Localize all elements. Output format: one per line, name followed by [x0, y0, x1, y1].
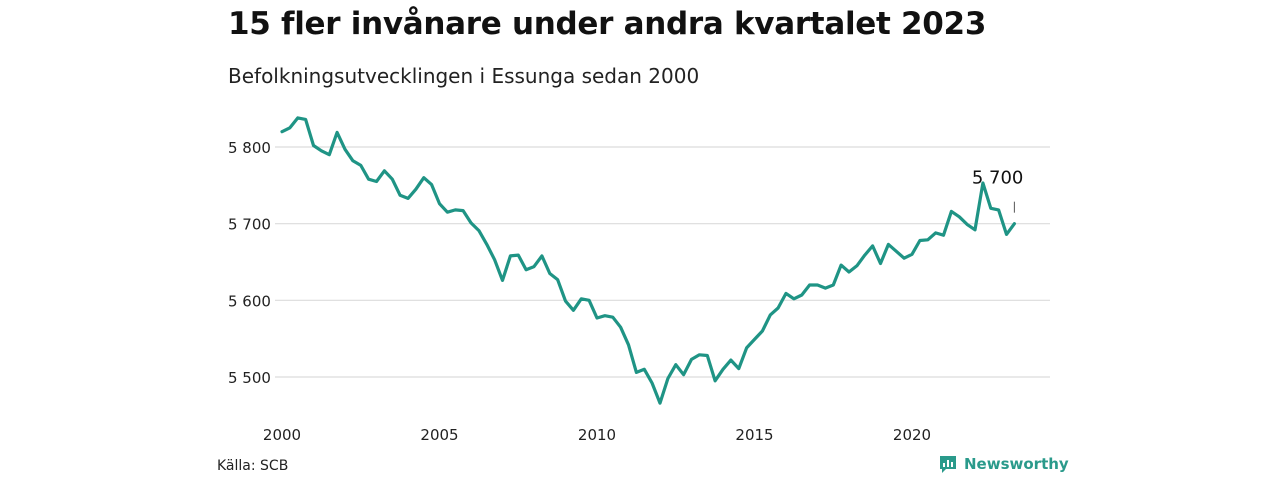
brand-logo[interactable]: Newsworthy — [938, 454, 1069, 474]
annotation-label: 5 700 — [972, 168, 1024, 189]
y-tick-label: 5 800 — [228, 139, 271, 157]
x-tick-label: 2015 — [735, 426, 773, 444]
y-tick-label: 5 600 — [228, 292, 271, 310]
x-tick-label: 2010 — [578, 426, 616, 444]
x-tick-label: 2000 — [263, 426, 301, 444]
y-tick-label: 5 500 — [228, 369, 271, 387]
chart-title: 15 fler invånare under andra kvartalet 2… — [228, 6, 987, 42]
source-note: Källa: SCB — [217, 458, 289, 474]
series-line — [280, 116, 1017, 405]
y-tick-label: 5 700 — [228, 216, 271, 234]
brand-name: Newsworthy — [964, 455, 1069, 473]
x-tick-label: 2005 — [420, 426, 458, 444]
x-axis-tick-labels: 2000 2005 2010 2015 2020 — [263, 426, 931, 444]
x-tick-label: 2020 — [893, 426, 931, 444]
newsworthy-logo-icon — [940, 456, 956, 473]
grid-lines — [275, 146, 1050, 378]
y-axis-tick-labels: 5 500 5 600 5 700 5 800 — [228, 139, 271, 387]
data-series — [280, 116, 1017, 405]
annotation: 5 700 — [972, 168, 1024, 213]
chart-subtitle: Befolkningsutvecklingen i Essunga sedan … — [228, 64, 700, 88]
